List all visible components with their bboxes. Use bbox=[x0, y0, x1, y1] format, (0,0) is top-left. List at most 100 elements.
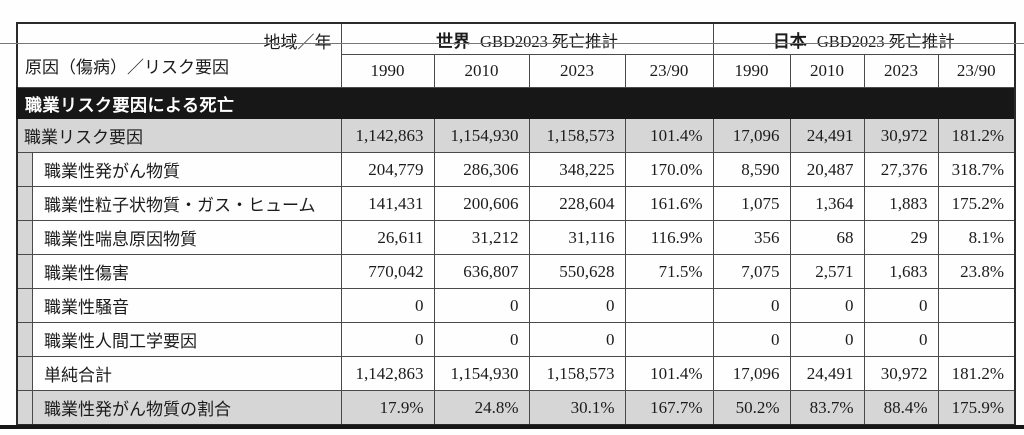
table-row: 職業性傷害 770,042 636,807 550,628 71.5% 7,07… bbox=[16, 254, 1016, 289]
table-row: 単純合計 1,142,863 1,154,930 1,158,573 101.4… bbox=[16, 356, 1016, 391]
cell-value: 20,487 bbox=[789, 152, 865, 187]
cell-value: 286,306 bbox=[433, 152, 530, 187]
cell-value: 348,225 bbox=[528, 152, 626, 187]
cell-value: 0 bbox=[863, 322, 939, 357]
cell-value: 1,158,573 bbox=[528, 356, 626, 391]
cell-value: 68 bbox=[789, 220, 865, 255]
cell-value: 31,116 bbox=[528, 220, 626, 255]
table-row: 職業性喘息原因物質 26,611 31,212 31,116 116.9% 35… bbox=[16, 220, 1016, 255]
cell-value: 0 bbox=[712, 322, 791, 357]
corner-cell: 地域／年 原因（傷病）／リスク要因 bbox=[16, 22, 342, 88]
cell-value: 175.9% bbox=[937, 390, 1016, 426]
cell-value: 0 bbox=[433, 322, 530, 357]
cell-value: 228,604 bbox=[528, 186, 626, 221]
cell-value: 1,158,573 bbox=[528, 118, 626, 153]
cell-value: 1,364 bbox=[789, 186, 865, 221]
cell-value: 1,142,863 bbox=[340, 118, 435, 153]
cell-value: 550,628 bbox=[528, 254, 626, 289]
world-label: 世界 bbox=[436, 31, 471, 51]
year-header-japan-2023: 2023 bbox=[863, 54, 939, 88]
cell-value bbox=[624, 322, 714, 357]
bottom-rule bbox=[0, 425, 1024, 429]
cell-value: 26,611 bbox=[340, 220, 435, 255]
cell-value: 116.9% bbox=[624, 220, 714, 255]
row-label: 職業性傷害 bbox=[16, 254, 342, 289]
cell-value: 8,590 bbox=[712, 152, 791, 187]
cell-value: 0 bbox=[340, 288, 435, 323]
cell-value: 161.6% bbox=[624, 186, 714, 221]
cell-value: 30,972 bbox=[863, 356, 939, 391]
cell-value: 770,042 bbox=[340, 254, 435, 289]
cell-value: 0 bbox=[863, 288, 939, 323]
cell-value: 141,431 bbox=[340, 186, 435, 221]
row-label: 職業性人間工学要因 bbox=[16, 322, 342, 357]
row-label: 職業性発がん物質 bbox=[16, 152, 342, 187]
group-header-row: 地域／年 原因（傷病）／リスク要因 世界 GBD2023 死亡推計 日本 GBD20… bbox=[16, 22, 1016, 88]
row-label: 職業性粒子状物質・ガス・ヒューム bbox=[16, 186, 342, 221]
cell-value: 24,491 bbox=[789, 356, 865, 391]
cell-value: 0 bbox=[528, 322, 626, 357]
cell-value: 29 bbox=[863, 220, 939, 255]
cell-value: 1,142,863 bbox=[340, 356, 435, 391]
table-row: 職業性人間工学要因 0 0 0 0 0 0 bbox=[16, 322, 1016, 357]
row-label: 職業性騒音 bbox=[16, 288, 342, 323]
cell-value: 17.9% bbox=[340, 390, 435, 426]
cell-value: 356 bbox=[712, 220, 791, 255]
mortality-table: 地域／年 原因（傷病）／リスク要因 世界 GBD2023 死亡推計 日本 GBD20… bbox=[15, 22, 1017, 426]
cell-value: 23.8% bbox=[937, 254, 1016, 289]
cell-value: 71.5% bbox=[624, 254, 714, 289]
cell-value: 200,606 bbox=[433, 186, 530, 221]
row-label: 職業性発がん物質の割合 bbox=[16, 390, 342, 426]
cell-value: 170.0% bbox=[624, 152, 714, 187]
cell-value: 27,376 bbox=[863, 152, 939, 187]
top-rule bbox=[0, 43, 1024, 44]
cell-value: 101.4% bbox=[624, 356, 714, 391]
year-header-world-2010: 2010 bbox=[433, 54, 530, 88]
cell-value: 0 bbox=[528, 288, 626, 323]
table-body: 地域／年 原因（傷病）／リスク要因 世界 GBD2023 死亡推計 日本 GBD20… bbox=[15, 22, 1016, 426]
cell-value: 318.7% bbox=[937, 152, 1016, 187]
cell-value: 83.7% bbox=[789, 390, 865, 426]
cell-value: 181.2% bbox=[937, 118, 1016, 153]
cell-value: 101.4% bbox=[624, 118, 714, 153]
cell-value: 0 bbox=[789, 288, 865, 323]
group-header-japan: 日本 GBD2023 死亡推計 bbox=[712, 22, 1016, 55]
cell-value: 31,212 bbox=[433, 220, 530, 255]
table-row: 職業性発がん物質 204,779 286,306 348,225 170.0% … bbox=[16, 152, 1016, 187]
row-label: 単純合計 bbox=[16, 356, 342, 391]
year-header-world-1990: 1990 bbox=[340, 54, 435, 88]
cell-value: 1,154,930 bbox=[433, 118, 530, 153]
cell-value bbox=[937, 288, 1016, 323]
table-row: 職業リスク要因 1,142,863 1,154,930 1,158,573 10… bbox=[16, 118, 1016, 153]
cell-value: 50.2% bbox=[712, 390, 791, 426]
cell-value: 8.1% bbox=[937, 220, 1016, 255]
cell-value: 2,571 bbox=[789, 254, 865, 289]
cell-value: 24.8% bbox=[433, 390, 530, 426]
world-subtitle: GBD2023 死亡推計 bbox=[480, 31, 618, 51]
cell-value: 30.1% bbox=[528, 390, 626, 426]
year-header-world-2023: 2023 bbox=[528, 54, 626, 88]
cell-value: 17,096 bbox=[712, 118, 791, 153]
cell-value: 0 bbox=[340, 322, 435, 357]
cell-value: 0 bbox=[789, 322, 865, 357]
cell-value bbox=[624, 288, 714, 323]
cell-value: 175.2% bbox=[937, 186, 1016, 221]
cell-value: 0 bbox=[712, 288, 791, 323]
japan-label: 日本 bbox=[772, 31, 807, 51]
row-label: 職業リスク要因 bbox=[16, 118, 342, 153]
cell-value: 7,075 bbox=[712, 254, 791, 289]
section-title: 職業リスク要因による死亡 bbox=[15, 87, 1016, 119]
cell-value: 1,154,930 bbox=[433, 356, 530, 391]
cell-value: 88.4% bbox=[863, 390, 939, 426]
year-header-japan-1990: 1990 bbox=[712, 54, 791, 88]
cell-value: 1,883 bbox=[863, 186, 939, 221]
year-header-world-2390: 23/90 bbox=[624, 54, 714, 88]
year-header-row: 1990 2010 2023 23/90 1990 2010 2023 23/9… bbox=[17, 54, 1016, 88]
cell-value: 181.2% bbox=[937, 356, 1016, 391]
cell-value: 17,096 bbox=[712, 356, 791, 391]
cell-value: 30,972 bbox=[863, 118, 939, 153]
year-header-japan-2010: 2010 bbox=[789, 54, 865, 88]
table-row: 職業性粒子状物質・ガス・ヒューム 141,431 200,606 228,604… bbox=[16, 186, 1016, 221]
cell-value bbox=[937, 322, 1016, 357]
row-label: 職業性喘息原因物質 bbox=[16, 220, 342, 255]
